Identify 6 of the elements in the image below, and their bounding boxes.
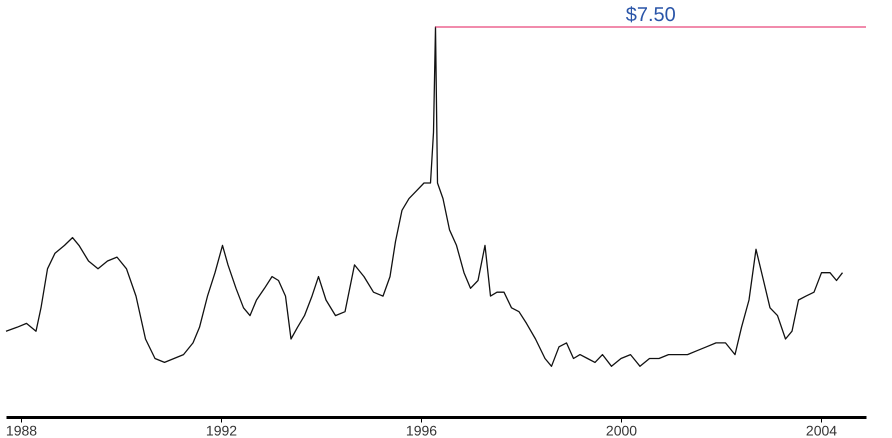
x-tick-label: 1988 (6, 422, 38, 438)
text: $7.50 (626, 4, 676, 26)
x-tick-label: 2004 (806, 422, 838, 438)
x-tick-label: 1992 (206, 422, 238, 438)
x-tick-label: 2000 (606, 422, 638, 438)
x-tick-label: 1996 (406, 422, 438, 438)
